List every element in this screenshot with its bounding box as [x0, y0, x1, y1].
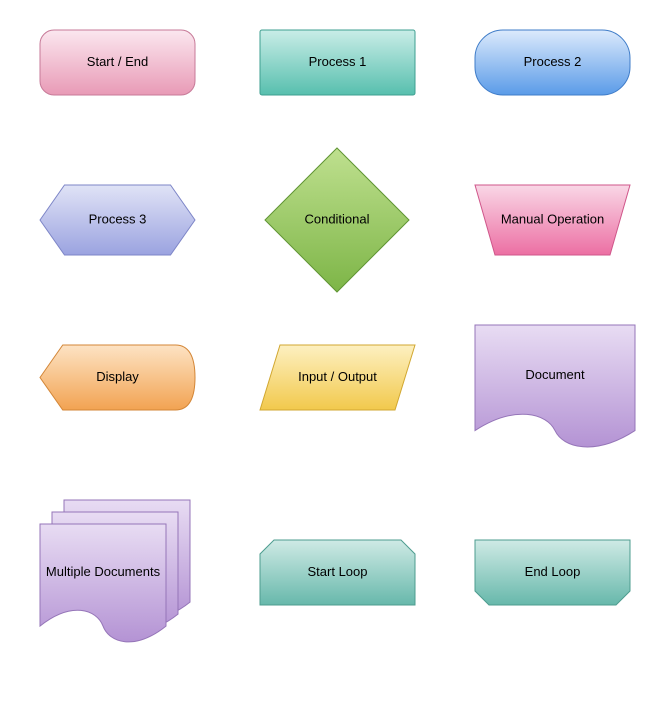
shape-io: Input / Output — [260, 345, 415, 410]
shape-label: Start / End — [87, 54, 148, 69]
shape-start-end: Start / End — [40, 30, 195, 95]
shape-end-loop: End Loop — [475, 540, 630, 605]
shape-label: Input / Output — [298, 369, 377, 384]
shape-display: Display — [40, 345, 195, 410]
shape-label: Process 1 — [309, 54, 367, 69]
flowchart-shapes-diagram: Start / End Process 1 Process 2 Process 3 Co… — [0, 0, 669, 704]
shape-label: Multiple Documents — [46, 564, 161, 579]
shape-label: Display — [96, 369, 139, 384]
shape-start-loop: Start Loop — [260, 540, 415, 605]
shape-multi-docs: Multiple Documents — [40, 500, 190, 642]
shape-label: Process 3 — [89, 211, 147, 226]
shape-conditional: Conditional — [265, 148, 409, 292]
shape-label: Start Loop — [308, 564, 368, 579]
shape-label: Process 2 — [524, 54, 582, 69]
shape-process-3: Process 3 — [40, 185, 195, 255]
shape-label: Conditional — [304, 211, 369, 226]
shape-process-1: Process 1 — [260, 30, 415, 95]
shape-label: Manual Operation — [501, 211, 604, 226]
shape-process-2: Process 2 — [475, 30, 630, 95]
shape-label: End Loop — [525, 564, 581, 579]
shape-document: Document — [475, 325, 635, 447]
shape-label: Document — [525, 367, 585, 382]
shape-manual-op: Manual Operation — [475, 185, 630, 255]
